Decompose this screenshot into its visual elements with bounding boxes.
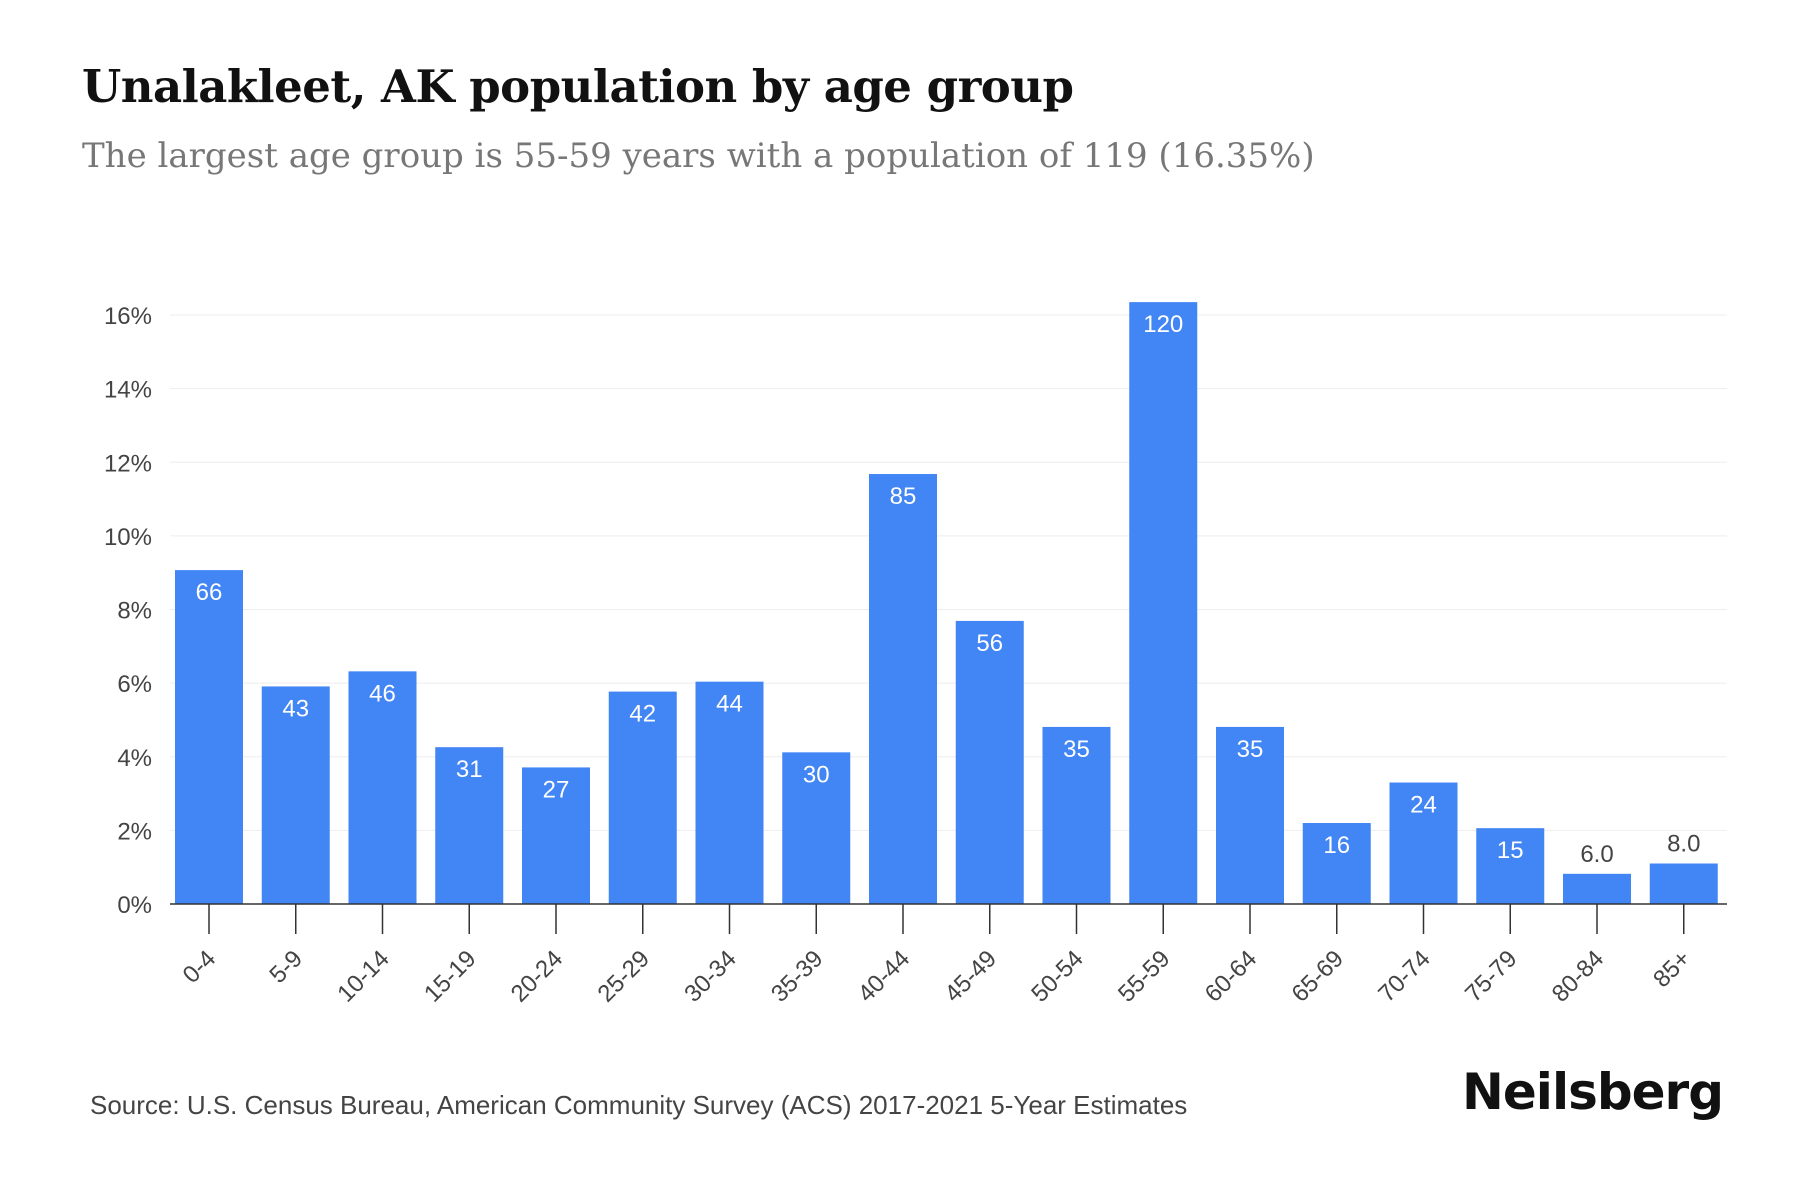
- bar-value-label: 120: [1143, 311, 1183, 338]
- bar-30-34: [695, 681, 764, 904]
- x-tick-label: 50-54: [1026, 945, 1089, 1008]
- x-tick-label: 70-74: [1373, 945, 1436, 1008]
- y-tick-label: 2%: [117, 818, 152, 845]
- bar-20-24: [522, 767, 590, 904]
- bar-value-label: 46: [369, 680, 396, 707]
- bar-25-29: [608, 691, 677, 904]
- y-tick-label: 4%: [117, 745, 152, 772]
- x-tick-label: 20-24: [506, 945, 569, 1008]
- bar-60-64: [1216, 726, 1284, 904]
- y-axis-ticks: 0% 2% 4% 6% 8% 10% 12% 14% 16%: [104, 303, 152, 919]
- bar-value-label: 66: [196, 579, 223, 606]
- x-tick-label: 25-29: [592, 945, 655, 1008]
- bar-value-label: 35: [1237, 736, 1264, 763]
- bars: [175, 302, 1718, 905]
- x-tick-label: 60-64: [1200, 945, 1263, 1008]
- bar-70-74: [1389, 782, 1458, 904]
- x-tick-label: 0-4: [178, 945, 222, 989]
- x-tick-label: 5-9: [264, 945, 308, 989]
- y-tick-label: 12%: [104, 450, 152, 477]
- bar-value-label: 16: [1323, 832, 1350, 859]
- x-tick-label: 40-44: [853, 945, 916, 1008]
- bar-value-label: 24: [1410, 792, 1437, 819]
- bar-value-label: 8.0: [1667, 831, 1700, 858]
- x-tick-label: 65-69: [1286, 945, 1349, 1008]
- grid-lines: [170, 314, 1727, 831]
- bar-value-label: 42: [629, 701, 656, 728]
- chart-subtitle: The largest age group is 55-59 years wit…: [82, 136, 1315, 176]
- bar-15-19: [435, 747, 504, 904]
- y-tick-label: 16%: [104, 303, 152, 330]
- bar-value-label: 85: [890, 483, 917, 510]
- source-note: Source: U.S. Census Bureau, American Com…: [90, 1090, 1188, 1120]
- bar-50-54: [1042, 726, 1111, 904]
- bar-5-9: [261, 686, 330, 904]
- bar-value-label: 6.0: [1580, 841, 1613, 868]
- x-tick-label: 15-19: [419, 945, 482, 1008]
- y-tick-label: 6%: [117, 671, 152, 698]
- x-tick-label: 80-84: [1547, 945, 1610, 1008]
- bar-value-label: 15: [1497, 837, 1524, 864]
- x-tick-label: 30-34: [679, 945, 742, 1008]
- x-tick-label: 85+: [1648, 945, 1696, 993]
- bar-0-4: [175, 570, 243, 904]
- bar-value-label: 44: [716, 691, 743, 718]
- x-tick-label: 10-14: [332, 945, 395, 1008]
- x-tick-label: 35-39: [766, 945, 829, 1008]
- bar-value-label: 27: [543, 776, 570, 803]
- bar-65-69: [1302, 823, 1371, 904]
- bar-85+: [1649, 863, 1718, 904]
- bar-value-labels: 66 43 46 31 27 42 44 30 85 56 35 120 35 16 24 15 6.0 8.0: [196, 311, 1701, 868]
- bar-75-79: [1476, 828, 1545, 904]
- bar-value-label: 35: [1063, 736, 1090, 763]
- x-tick-label: 45-49: [939, 945, 1002, 1008]
- y-tick-label: 10%: [104, 524, 152, 551]
- bar-35-39: [782, 752, 851, 904]
- bar-value-label: 43: [282, 695, 309, 722]
- x-tick-label: 55-59: [1113, 945, 1176, 1008]
- brand-logo: Neilsberg: [1462, 1063, 1724, 1121]
- bar-value-label: 31: [456, 756, 483, 783]
- y-tick-label: 0%: [117, 892, 152, 919]
- bar-value-label: 56: [976, 630, 1003, 657]
- bar-45-49: [955, 620, 1024, 904]
- y-tick-label: 8%: [117, 598, 152, 625]
- x-tick-label: 75-79: [1460, 945, 1523, 1008]
- chart-title: Unalakleet, AK population by age group: [82, 60, 1074, 113]
- y-tick-label: 14%: [104, 377, 152, 404]
- x-axis-ticks: 0-4 5-9 10-14 15-19 20-24 25-29 30-34 35-39 40-4…: [170, 903, 1727, 1008]
- bar-value-label: 30: [803, 761, 830, 788]
- bar-55-59: [1129, 302, 1198, 905]
- bar-40-44: [869, 474, 937, 904]
- bar-80-84: [1563, 873, 1631, 904]
- bar-10-14: [348, 671, 417, 904]
